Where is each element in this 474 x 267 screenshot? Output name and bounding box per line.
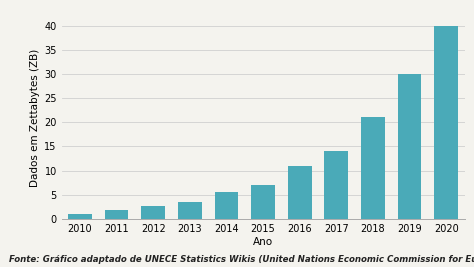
Bar xyxy=(361,117,385,219)
Bar xyxy=(105,210,128,219)
Bar xyxy=(68,214,92,219)
Bar xyxy=(141,206,165,219)
X-axis label: Ano: Ano xyxy=(253,237,273,247)
Text: Fonte: Gráfico adaptado de UNECE Statistics Wikis (United Nations Economic Commi: Fonte: Gráfico adaptado de UNECE Statist… xyxy=(9,255,474,264)
Bar xyxy=(178,202,202,219)
Y-axis label: Dados em Zettabytes (ZB): Dados em Zettabytes (ZB) xyxy=(30,48,40,187)
Bar xyxy=(398,74,421,219)
Bar xyxy=(324,151,348,219)
Bar xyxy=(251,185,275,219)
Bar xyxy=(434,26,458,219)
Bar xyxy=(288,166,311,219)
Bar xyxy=(215,192,238,219)
